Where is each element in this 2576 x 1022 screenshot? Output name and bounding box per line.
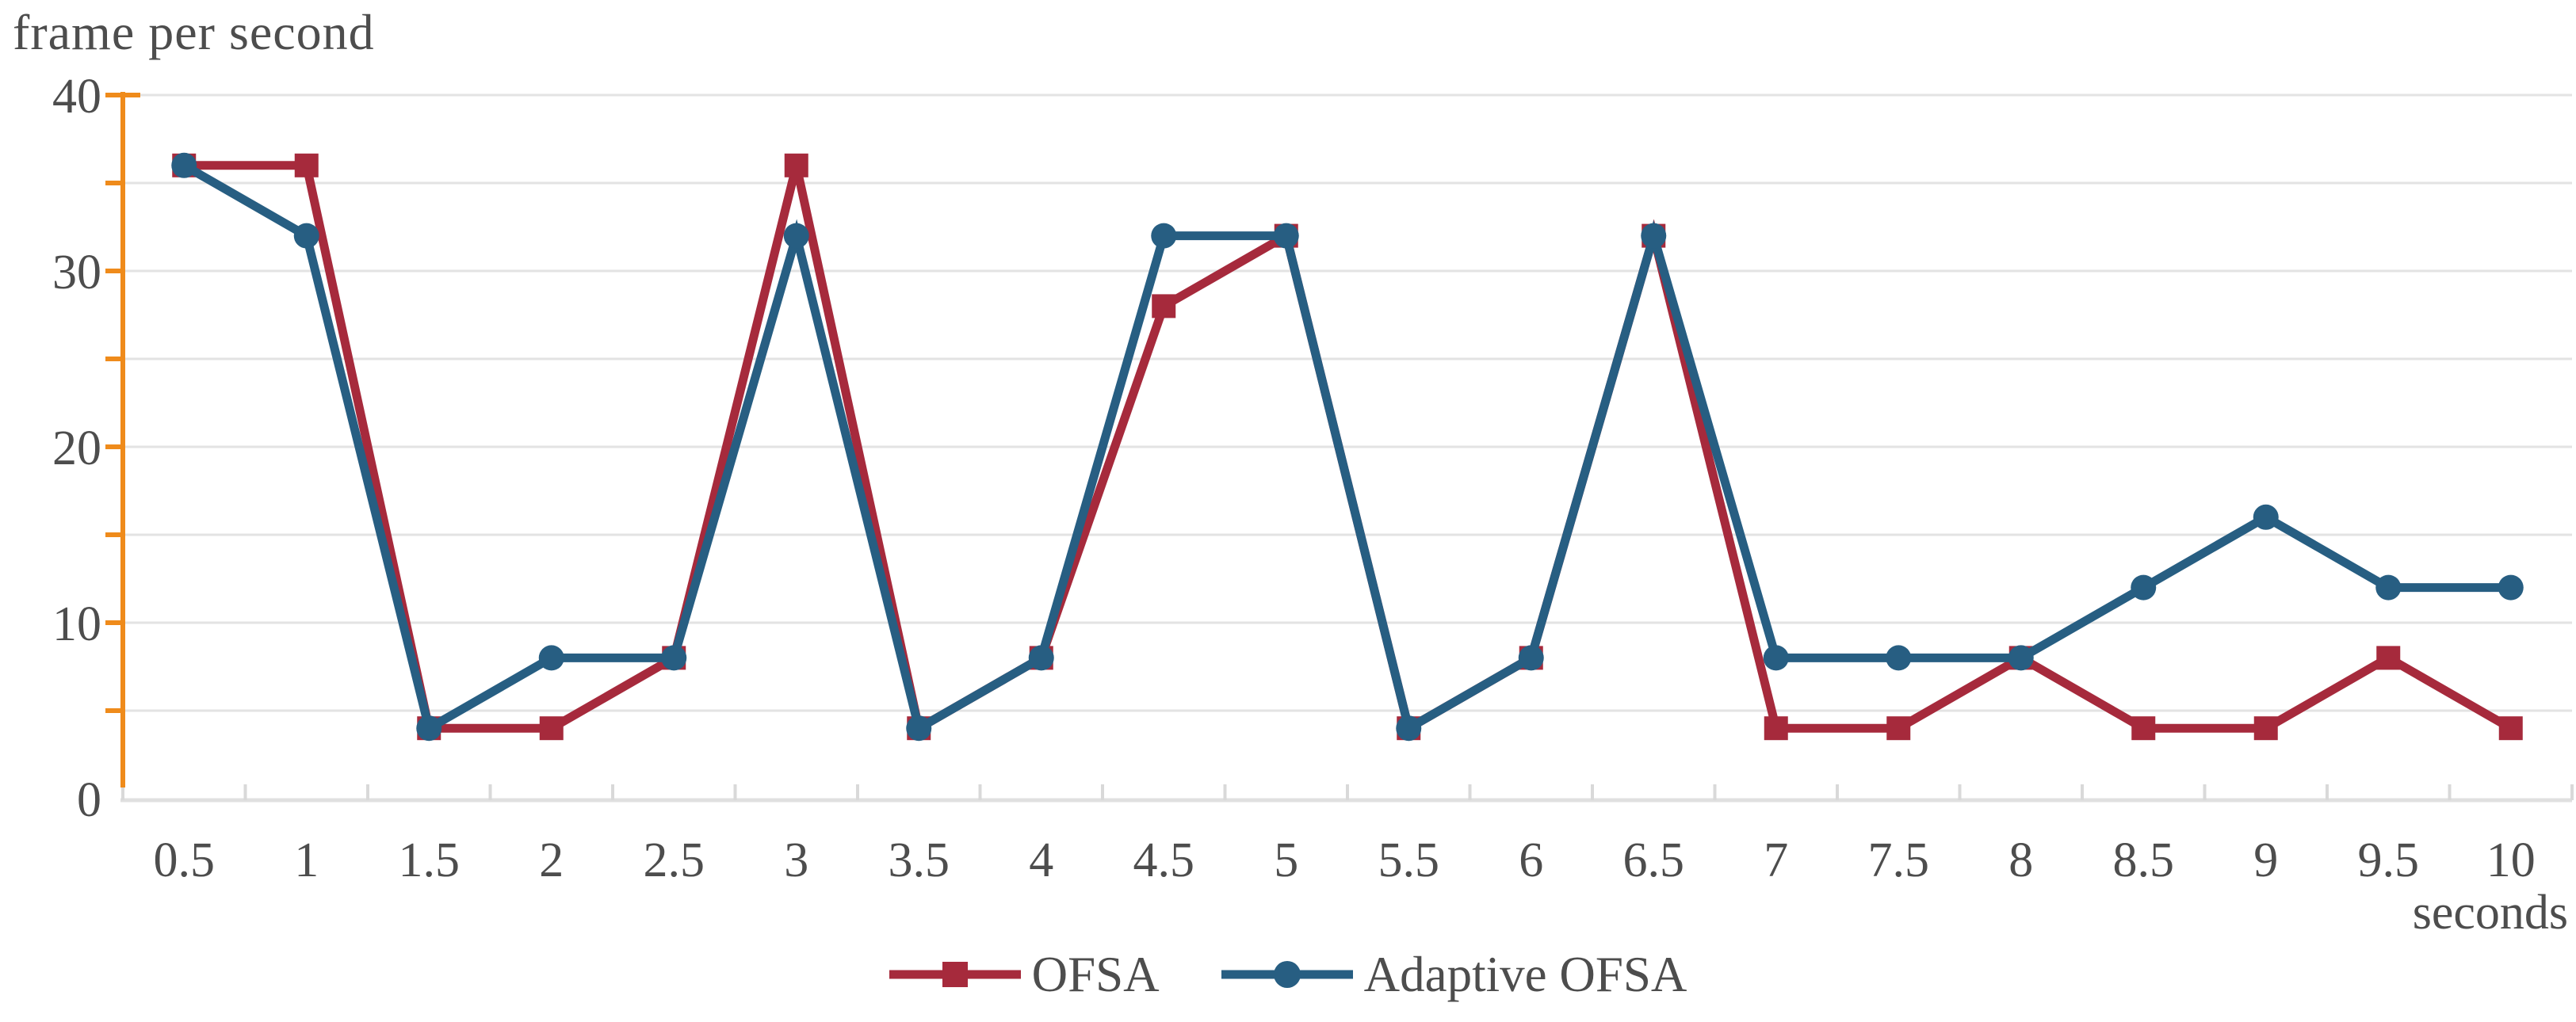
data-point-adaptive-ofsa — [783, 223, 809, 249]
series-line-1 — [179, 161, 2516, 735]
data-point-adaptive-ofsa — [2008, 645, 2034, 671]
data-point-adaptive-ofsa — [1028, 645, 1054, 671]
x-tick-label: 3.5 — [889, 833, 950, 887]
x-tick-label: 7.5 — [1868, 833, 1930, 887]
data-point-ofsa — [1764, 716, 1788, 741]
data-point-adaptive-ofsa — [1641, 223, 1667, 249]
data-point-adaptive-ofsa — [1518, 645, 1544, 671]
x-tick-label: 7 — [1764, 833, 1788, 887]
data-point-adaptive-ofsa — [293, 223, 319, 249]
data-point-ofsa — [784, 153, 808, 177]
x-tick-label: 5.5 — [1378, 833, 1440, 887]
y-tick-label: 40 — [52, 70, 101, 124]
legend-label-ofsa: OFSA — [1031, 946, 1160, 1002]
legend-item-ofsa: OFSA — [889, 946, 1160, 1004]
data-point-adaptive-ofsa — [2498, 574, 2524, 601]
data-point-ofsa — [539, 716, 564, 741]
legend-item-adaptive-ofsa: Adaptive OFSA — [1221, 946, 1687, 1004]
data-point-ofsa — [2376, 646, 2401, 670]
data-point-ofsa — [2253, 716, 2278, 741]
x-tick-label: 6 — [1519, 833, 1543, 887]
data-point-adaptive-ofsa — [538, 645, 564, 671]
data-point-adaptive-ofsa — [2253, 504, 2279, 530]
ofsa-legend-swatch — [889, 962, 1021, 987]
y-tick-label: 10 — [52, 597, 101, 651]
y-axis-title: frame per second — [13, 4, 375, 60]
adaptive-ofsa-legend-swatch — [1221, 961, 1353, 988]
data-point-adaptive-ofsa — [1886, 645, 1912, 671]
x-tick-label: 4.5 — [1133, 833, 1195, 887]
data-point-adaptive-ofsa — [1273, 223, 1299, 249]
data-point-adaptive-ofsa — [2131, 574, 2157, 601]
x-tick-label: 5 — [1274, 833, 1298, 887]
x-tick-label: 1 — [294, 833, 319, 887]
data-point-adaptive-ofsa — [1396, 715, 1422, 742]
x-tick-label: 2 — [539, 833, 564, 887]
y-tick-label: 20 — [52, 421, 101, 475]
data-point-ofsa — [294, 153, 319, 177]
data-point-ofsa — [1152, 294, 1176, 318]
data-point-adaptive-ofsa — [416, 715, 442, 742]
data-point-adaptive-ofsa — [1763, 645, 1789, 671]
chart-legend: OFSA Adaptive OFSA — [0, 939, 2576, 1010]
y-tick-label: 0 — [77, 773, 101, 827]
data-point-ofsa — [1886, 716, 1911, 741]
data-point-adaptive-ofsa — [2375, 574, 2402, 601]
data-point-adaptive-ofsa — [171, 152, 197, 178]
data-point-adaptive-ofsa — [1151, 223, 1177, 249]
x-axis-title: seconds — [2413, 886, 2568, 940]
x-tick-label: 2.5 — [644, 833, 705, 887]
data-point-adaptive-ofsa — [906, 715, 932, 742]
x-tick-label: 6.5 — [1623, 833, 1685, 887]
data-point-ofsa — [2131, 716, 2156, 741]
x-tick-label: 3 — [784, 833, 808, 887]
x-tick-label: 8.5 — [2113, 833, 2175, 887]
data-point-ofsa — [2498, 716, 2523, 741]
x-tick-label: 4 — [1029, 833, 1053, 887]
x-tick-label: 9.5 — [2358, 833, 2420, 887]
legend-label-adaptive-ofsa: Adaptive OFSA — [1363, 946, 1687, 1002]
x-tick-label: 10 — [2486, 833, 2536, 887]
x-tick-label: 0.5 — [154, 833, 216, 887]
data-point-adaptive-ofsa — [661, 645, 687, 671]
x-tick-label: 1.5 — [399, 833, 461, 887]
x-tick-label: 9 — [2253, 833, 2278, 887]
x-tick-label: 8 — [2008, 833, 2033, 887]
y-tick-label: 30 — [52, 246, 101, 299]
